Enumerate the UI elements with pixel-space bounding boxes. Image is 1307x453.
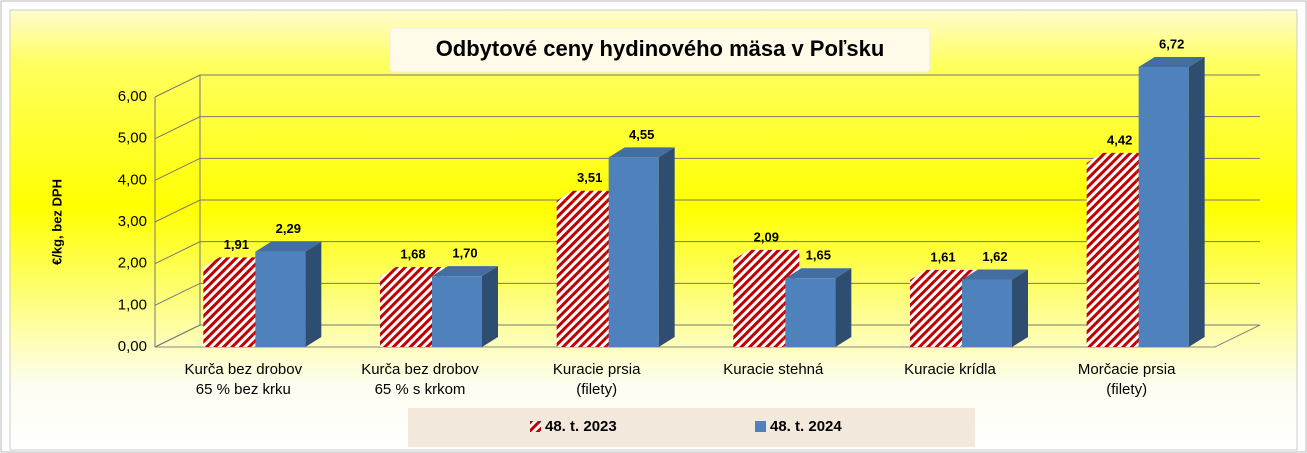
bar-face — [1138, 57, 1205, 67]
bar-face — [380, 267, 446, 277]
value-label: 6,72 — [1159, 36, 1184, 51]
bar — [1138, 57, 1205, 347]
bar-face — [432, 276, 482, 347]
x-tick-label: Kuracie stehná — [723, 361, 824, 378]
value-label: 2,09 — [754, 229, 779, 244]
bar — [785, 268, 852, 347]
y-tick-label: 0,00 — [118, 338, 147, 355]
bar-face — [733, 259, 784, 347]
x-tick-label: Kurča bez drobov 65 % s krkom — [361, 361, 479, 398]
bar-face — [556, 190, 623, 201]
bar-face — [910, 269, 976, 280]
bar-face — [305, 241, 322, 347]
legend-swatch — [755, 421, 766, 432]
bar-face — [1138, 67, 1189, 347]
y-tick-label: 1,00 — [118, 296, 147, 313]
bar — [432, 266, 498, 347]
value-label: 3,51 — [577, 170, 602, 185]
bar-face — [835, 268, 852, 347]
bar-face — [785, 268, 852, 279]
value-label: 4,42 — [1107, 132, 1132, 147]
y-tick-label: 6,00 — [118, 88, 147, 105]
value-label: 2,29 — [276, 221, 301, 236]
title-box — [389, 27, 931, 73]
bar-face — [203, 257, 270, 268]
bar-face — [608, 147, 675, 158]
value-label: 1,62 — [982, 249, 1007, 264]
chart-title: Odbytové ceny hydinového mäsa v Poľsku — [436, 36, 885, 61]
bar — [962, 269, 1028, 347]
bar-face — [1012, 269, 1028, 347]
x-tick-label: Morčacie prsia (filety) — [1078, 361, 1176, 398]
bar-face — [608, 157, 659, 347]
x-tick-label: Kurča bez drobov 65 % bez krku — [185, 361, 303, 398]
y-tick-label: 5,00 — [118, 130, 147, 147]
bar-face — [785, 278, 836, 347]
bar-face — [380, 277, 430, 347]
value-label: 1,68 — [400, 246, 425, 261]
y-tick-label: 3,00 — [118, 213, 147, 230]
legend-label: 48. t. 2024 — [770, 418, 842, 435]
y-axis-label: €/kg, bez DPH — [49, 179, 64, 265]
y-tick-label: 2,00 — [118, 255, 147, 272]
x-tick-label: Kuracie prsia (filety) — [553, 361, 641, 398]
legend-swatch — [530, 421, 541, 432]
value-label: 1,65 — [806, 248, 831, 263]
bar — [608, 147, 675, 347]
value-label: 1,91 — [224, 237, 249, 252]
value-label: 1,61 — [930, 249, 955, 264]
bar-face — [910, 279, 960, 347]
legend-label: 48. t. 2023 — [545, 418, 617, 435]
bar-face — [962, 269, 1028, 280]
bar-face — [1086, 162, 1137, 347]
bar-face — [1086, 152, 1153, 163]
bar-face — [962, 279, 1012, 347]
bar-face — [255, 241, 322, 252]
bar-face — [432, 266, 498, 277]
bar — [255, 241, 322, 347]
bar-face — [658, 147, 675, 347]
bar-face — [482, 266, 498, 347]
bar-face — [203, 267, 254, 347]
bar-face — [733, 249, 800, 260]
legend-box — [408, 408, 975, 447]
x-tick-label: Kuracie krídla — [904, 361, 996, 378]
y-tick-label: 4,00 — [118, 171, 147, 188]
bar-face — [255, 251, 306, 347]
value-label: 1,70 — [452, 246, 477, 261]
value-label: 4,55 — [629, 127, 654, 142]
bar-face — [1188, 57, 1205, 347]
bar — [1086, 152, 1153, 347]
bar-face — [556, 200, 607, 347]
